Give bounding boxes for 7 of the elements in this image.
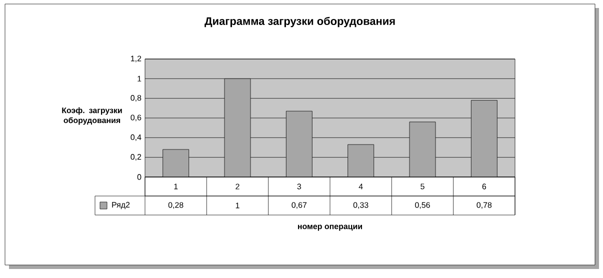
bar (470, 100, 498, 177)
bar (409, 122, 436, 177)
bar (286, 110, 312, 177)
bar (348, 144, 374, 177)
bar (224, 78, 251, 177)
chart-title: Диаграмма загрузки оборудования (204, 16, 395, 28)
bar (162, 149, 190, 177)
